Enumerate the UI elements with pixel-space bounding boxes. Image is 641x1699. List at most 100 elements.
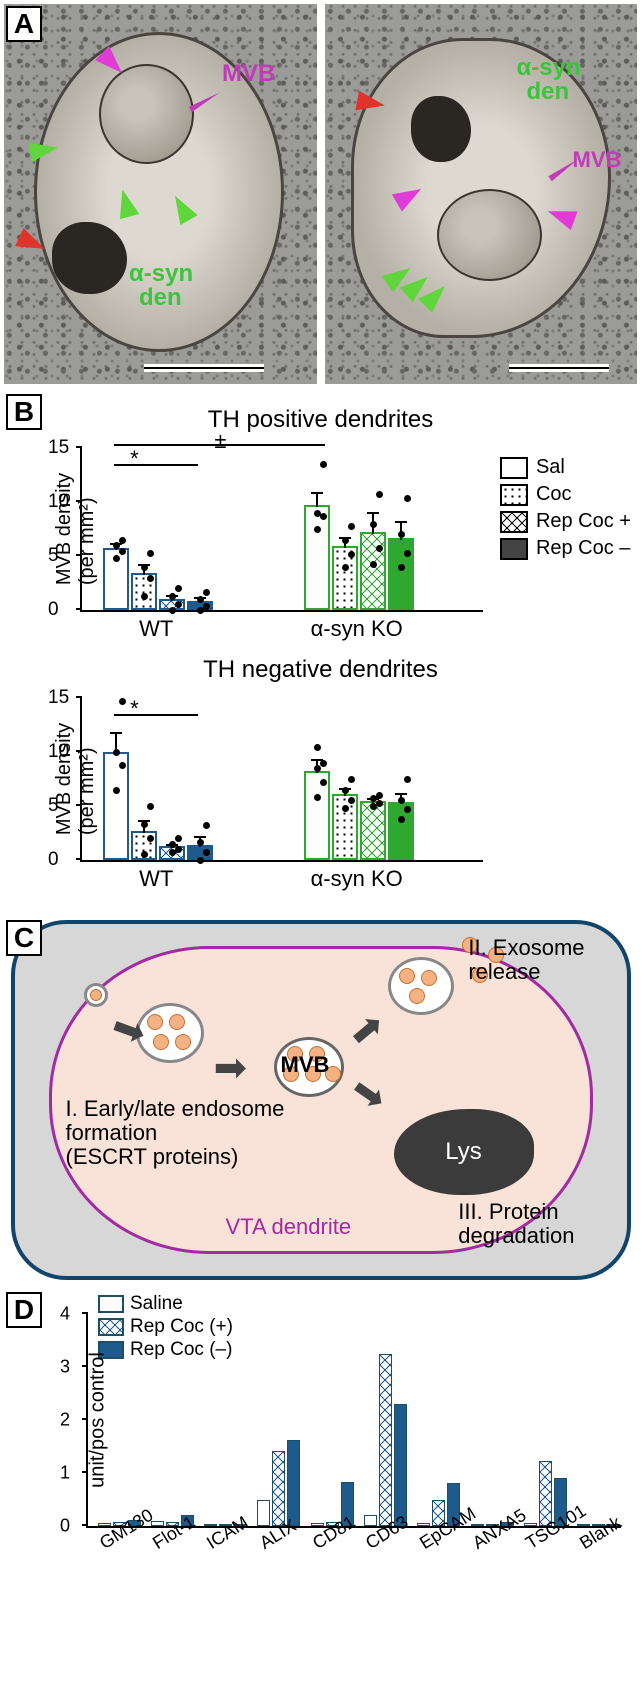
label-mvb: MVB [281, 1053, 330, 1077]
data-point [320, 760, 327, 767]
data-point [342, 805, 349, 812]
data-point [342, 537, 349, 544]
data-point [348, 776, 355, 783]
label-lys: Lys [445, 1138, 481, 1166]
data-point [320, 779, 327, 786]
data-point [314, 744, 321, 751]
data-point [119, 548, 126, 555]
data-point [398, 797, 405, 804]
bar [388, 538, 414, 610]
legend-item: Saline [130, 1293, 183, 1315]
x-tick-label: ANXA5 [469, 1505, 530, 1554]
data-point [169, 841, 176, 848]
arrow-icon: ➡ [339, 1002, 394, 1059]
label-mvb: MVB [573, 149, 622, 171]
legend-item: Sal [536, 456, 565, 479]
x-tick-label: ICAM [203, 1512, 252, 1554]
data-point [398, 816, 405, 823]
x-tick-label: CD81 [309, 1512, 359, 1554]
bar-chart-th-negative: MVB density(per mm²) 051015WTα-syn KO* [8, 688, 633, 898]
panel-c-label: C [6, 920, 42, 956]
scale-bar [144, 364, 264, 372]
bar [311, 1523, 324, 1526]
y-tick: 1 [60, 1463, 70, 1484]
y-tick: 10 [48, 741, 69, 763]
bar-group [303, 771, 415, 860]
legend-item: Rep Coc – [536, 537, 631, 560]
arrow-icon: ➡ [214, 1045, 248, 1091]
label-den: den [139, 286, 182, 310]
data-point [203, 603, 210, 610]
data-point [141, 564, 148, 571]
data-point [342, 787, 349, 794]
bar [539, 1461, 552, 1526]
label-iii: III. Proteindegradation [458, 1200, 574, 1248]
label-ii: II. Exosomerelease [468, 936, 584, 984]
em-image-right: α-syn den MVB [325, 4, 638, 384]
data-point [348, 551, 355, 558]
y-tick: 0 [60, 1516, 70, 1537]
label-vta: VTA dendrite [226, 1215, 352, 1239]
bar-group [303, 505, 415, 610]
label-mvb: MVB [222, 62, 275, 86]
y-tick: 3 [60, 1357, 70, 1378]
x-group-label: α-syn KO [311, 866, 403, 892]
x-group-label: WT [139, 866, 173, 892]
data-point [314, 510, 321, 517]
bar [272, 1451, 285, 1526]
y-tick: 5 [48, 545, 59, 567]
label-i: I. Early/late endosomeformation(ESCRT pr… [66, 1097, 285, 1170]
bar [394, 1404, 407, 1526]
data-point [197, 857, 204, 864]
bar [257, 1500, 270, 1527]
y-tick: 2 [60, 1410, 70, 1431]
y-tick: 10 [48, 491, 69, 513]
data-point [404, 495, 411, 502]
bar [417, 1523, 430, 1526]
bar [364, 1515, 377, 1526]
y-tick: 15 [48, 437, 69, 459]
data-point [203, 589, 210, 596]
data-point [376, 792, 383, 799]
bar-chart-th-positive: MVB density(per mm²) 051015WTα-syn KO*± … [8, 438, 633, 648]
data-point [119, 537, 126, 544]
lysosome: Lys [394, 1109, 534, 1195]
scale-bar [509, 364, 609, 372]
data-point [398, 564, 405, 571]
label-den: den [527, 80, 570, 104]
data-point [404, 776, 411, 783]
data-point [348, 523, 355, 530]
chart-b-top-title: TH positive dendrites [8, 406, 633, 434]
x-tick-label: GM130 [96, 1505, 157, 1554]
y-tick: 5 [48, 795, 59, 817]
y-tick: 0 [48, 849, 59, 871]
label-asyn: α-syn [517, 56, 581, 80]
panel-d: D Saline Rep Coc (+) Rep Coc (–) unit/po… [0, 1286, 641, 1654]
bar [524, 1523, 537, 1526]
data-point [175, 601, 182, 608]
y-axis-label: MVB density(per mm²) [53, 723, 99, 835]
legend-item: Coc [536, 483, 572, 506]
y-tick: 15 [48, 687, 69, 709]
panel-a-label: A [6, 6, 42, 42]
bar [204, 1524, 217, 1526]
data-point [169, 607, 176, 614]
chart-b-bottom-title: TH negative dendrites [8, 656, 633, 684]
data-point [320, 513, 327, 520]
data-point [119, 762, 126, 769]
bar [332, 794, 358, 860]
em-image-left: MVB α-syn den [4, 4, 317, 384]
y-axis-label: unit/pos control [86, 1352, 109, 1488]
panel-b: B TH positive dendrites MVB density(per … [0, 388, 641, 914]
bar [151, 1521, 164, 1526]
bar [287, 1440, 300, 1526]
data-point [113, 787, 120, 794]
data-point [320, 461, 327, 468]
arrow-icon: ➡ [341, 1066, 395, 1123]
data-point [141, 593, 148, 600]
data-point [147, 575, 154, 582]
bar [304, 505, 330, 610]
data-point [342, 564, 349, 571]
figure: A MVB α-syn den [0, 0, 641, 1654]
data-point [314, 765, 321, 772]
